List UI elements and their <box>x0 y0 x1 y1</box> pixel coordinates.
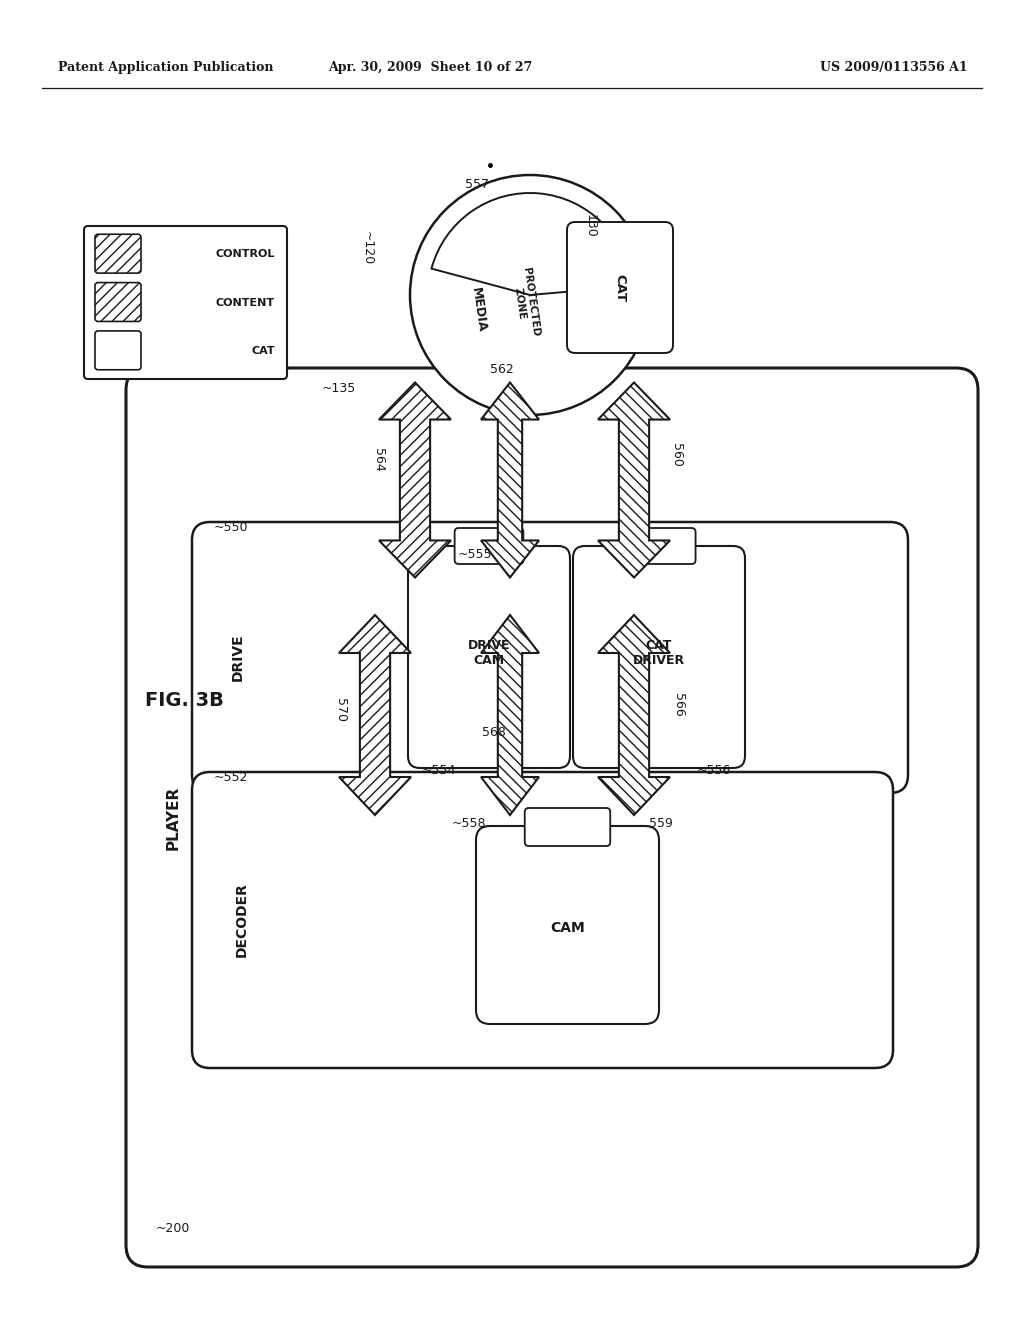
Text: DRIVE: DRIVE <box>231 634 245 681</box>
Text: ~555: ~555 <box>458 548 493 561</box>
Text: ~556: ~556 <box>696 764 731 777</box>
Text: 564: 564 <box>372 447 385 471</box>
Text: 557: 557 <box>465 178 489 191</box>
FancyBboxPatch shape <box>95 282 141 322</box>
Circle shape <box>410 176 650 414</box>
Text: ~552: ~552 <box>214 771 249 784</box>
Text: 559: 559 <box>649 817 673 830</box>
Text: CONTROL: CONTROL <box>216 249 275 259</box>
Text: PROTECTED
ZONE: PROTECTED ZONE <box>510 267 541 339</box>
Text: ~558: ~558 <box>452 817 486 830</box>
Text: ~554: ~554 <box>422 764 457 777</box>
FancyBboxPatch shape <box>567 222 673 352</box>
Polygon shape <box>481 383 539 578</box>
FancyBboxPatch shape <box>623 528 695 564</box>
Text: Patent Application Publication: Patent Application Publication <box>58 62 273 74</box>
FancyBboxPatch shape <box>193 521 908 793</box>
Polygon shape <box>339 615 411 814</box>
Text: ~550: ~550 <box>214 521 249 535</box>
Text: 130: 130 <box>584 214 597 238</box>
Text: 566: 566 <box>672 693 685 717</box>
Text: PLAYER: PLAYER <box>166 785 180 850</box>
Wedge shape <box>431 193 632 294</box>
Text: DECODER: DECODER <box>234 883 249 957</box>
Polygon shape <box>379 383 451 578</box>
Text: ~200: ~200 <box>156 1222 190 1236</box>
Polygon shape <box>481 615 539 814</box>
Polygon shape <box>598 383 670 578</box>
Text: CAM: CAM <box>550 921 585 936</box>
Text: 562: 562 <box>490 363 514 376</box>
Text: Apr. 30, 2009  Sheet 10 of 27: Apr. 30, 2009 Sheet 10 of 27 <box>328 62 532 74</box>
Text: 568: 568 <box>482 726 506 739</box>
Text: 560: 560 <box>670 444 683 467</box>
FancyBboxPatch shape <box>95 234 141 273</box>
Polygon shape <box>598 615 670 814</box>
Text: CAT: CAT <box>251 346 275 356</box>
Text: FIG. 3B: FIG. 3B <box>145 690 224 710</box>
Text: CAT
DRIVER: CAT DRIVER <box>633 639 685 667</box>
FancyBboxPatch shape <box>455 528 523 564</box>
FancyBboxPatch shape <box>84 226 287 379</box>
Text: MEDIA: MEDIA <box>468 286 487 334</box>
Text: US 2009/0113556 A1: US 2009/0113556 A1 <box>820 62 968 74</box>
FancyBboxPatch shape <box>126 368 978 1267</box>
Text: CONTENT: CONTENT <box>216 297 275 308</box>
FancyBboxPatch shape <box>408 546 570 768</box>
Text: DRIVE
CAM: DRIVE CAM <box>468 639 510 667</box>
FancyBboxPatch shape <box>524 808 610 846</box>
FancyBboxPatch shape <box>476 826 659 1024</box>
Text: ~135: ~135 <box>322 381 356 395</box>
FancyBboxPatch shape <box>573 546 745 768</box>
FancyBboxPatch shape <box>95 331 141 370</box>
Text: CAT: CAT <box>613 273 627 301</box>
Text: ~120: ~120 <box>361 231 374 265</box>
Text: 570: 570 <box>334 698 347 722</box>
FancyBboxPatch shape <box>193 772 893 1068</box>
